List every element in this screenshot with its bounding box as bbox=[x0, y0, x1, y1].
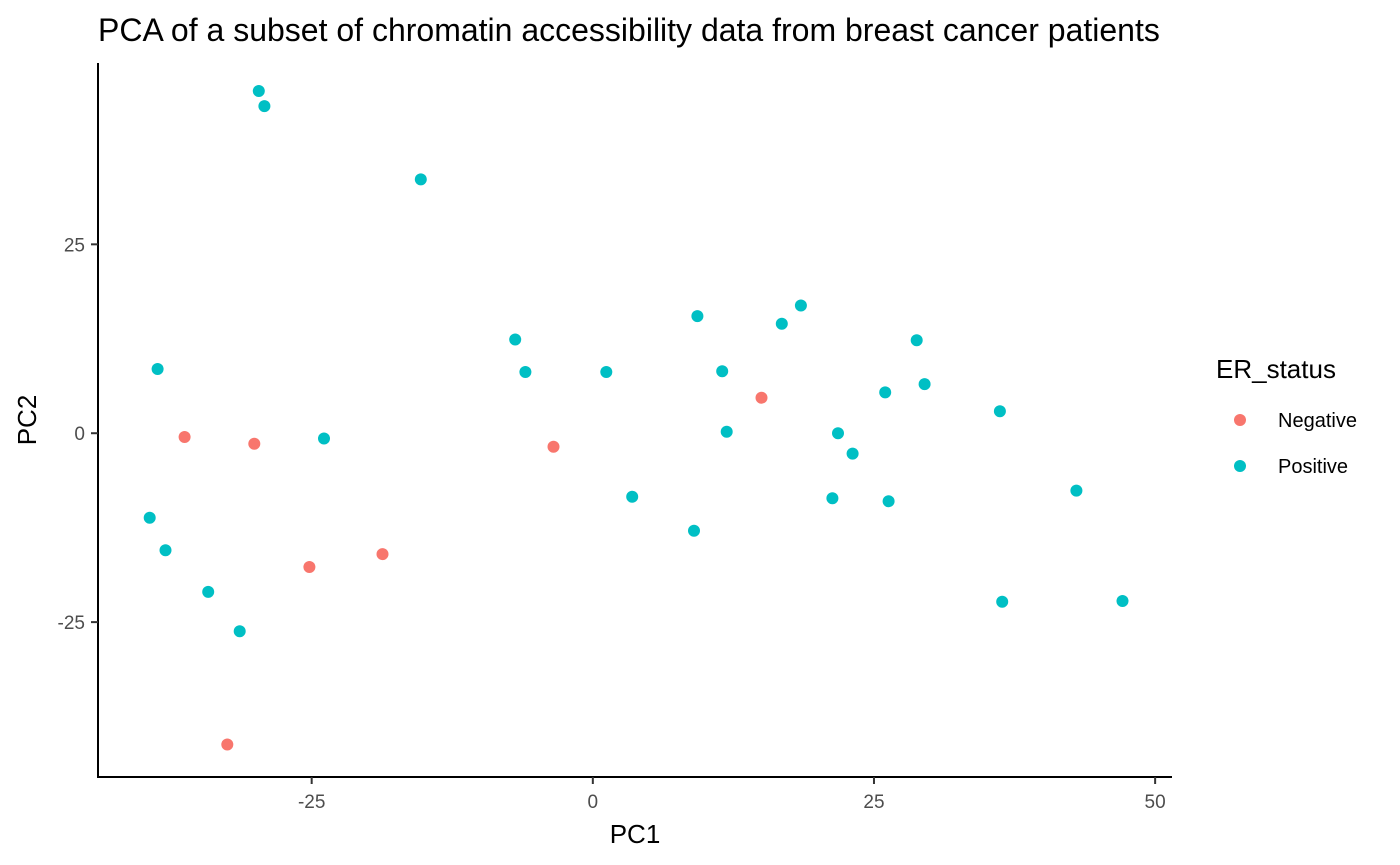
x-tick-label-0: -25 bbox=[298, 792, 325, 813]
legend-items: Negative Positive bbox=[1234, 410, 1357, 478]
x-axis-ticks: -25 0 25 50 bbox=[298, 777, 1166, 813]
point-positive-17 bbox=[775, 317, 788, 330]
point-positive-26 bbox=[993, 405, 1006, 418]
point-positive-2 bbox=[414, 173, 427, 186]
y-tick-label-0: -25 bbox=[58, 613, 85, 634]
point-negative-0 bbox=[178, 431, 191, 443]
point-negative-2 bbox=[303, 561, 316, 573]
point-positive-16 bbox=[720, 425, 733, 438]
point-positive-0 bbox=[252, 85, 265, 97]
legend-label-positive: Positive bbox=[1278, 456, 1348, 478]
point-positive-15 bbox=[716, 365, 729, 378]
legend-key-positive bbox=[1234, 460, 1246, 472]
point-positive-23 bbox=[882, 495, 895, 508]
point-positive-3 bbox=[151, 363, 164, 375]
point-positive-1 bbox=[258, 100, 271, 113]
point-negative-1 bbox=[248, 437, 261, 450]
point-negative-4 bbox=[547, 440, 560, 453]
y-tick-label-1: 0 bbox=[74, 424, 85, 445]
point-positive-8 bbox=[233, 625, 246, 638]
point-positive-14 bbox=[688, 524, 700, 537]
point-positive-19 bbox=[826, 492, 839, 505]
x-tick-label-1: 0 bbox=[588, 792, 599, 813]
point-positive-7 bbox=[202, 585, 215, 598]
point-positive-13 bbox=[691, 310, 704, 323]
point-negative-5 bbox=[755, 391, 768, 404]
x-tick-label-3: 50 bbox=[1145, 792, 1166, 813]
legend-title: ER_status bbox=[1216, 354, 1336, 384]
point-positive-29 bbox=[1116, 595, 1129, 607]
x-tick-label-2: 25 bbox=[863, 792, 884, 813]
point-positive-11 bbox=[600, 366, 613, 378]
point-positive-22 bbox=[879, 386, 892, 399]
point-positive-5 bbox=[143, 511, 156, 524]
point-negative-6 bbox=[221, 738, 234, 751]
point-positive-28 bbox=[1070, 484, 1083, 497]
chart-title: PCA of a subset of chromatin accessibili… bbox=[98, 12, 1160, 48]
point-positive-4 bbox=[318, 432, 330, 445]
point-positive-24 bbox=[910, 334, 923, 347]
point-positive-9 bbox=[509, 333, 522, 346]
point-positive-25 bbox=[918, 378, 931, 391]
point-positive-18 bbox=[794, 299, 807, 312]
legend-key-negative bbox=[1234, 414, 1246, 426]
point-positive-27 bbox=[996, 595, 1009, 608]
legend-label-negative: Negative bbox=[1278, 410, 1357, 432]
y-axis-ticks: -25 0 25 bbox=[58, 235, 98, 634]
point-positive-20 bbox=[832, 427, 844, 440]
point-negative-3 bbox=[376, 548, 389, 561]
y-tick-label-2: 25 bbox=[64, 235, 85, 256]
point-positive-12 bbox=[626, 490, 639, 503]
point-positive-21 bbox=[846, 447, 859, 460]
points-layer bbox=[143, 85, 1129, 751]
point-positive-6 bbox=[159, 544, 172, 557]
legend: ER_status Negative Positive bbox=[1216, 354, 1357, 478]
point-positive-10 bbox=[519, 366, 532, 378]
x-axis-title: PC1 bbox=[610, 819, 661, 849]
y-axis-title: PC2 bbox=[12, 395, 42, 446]
